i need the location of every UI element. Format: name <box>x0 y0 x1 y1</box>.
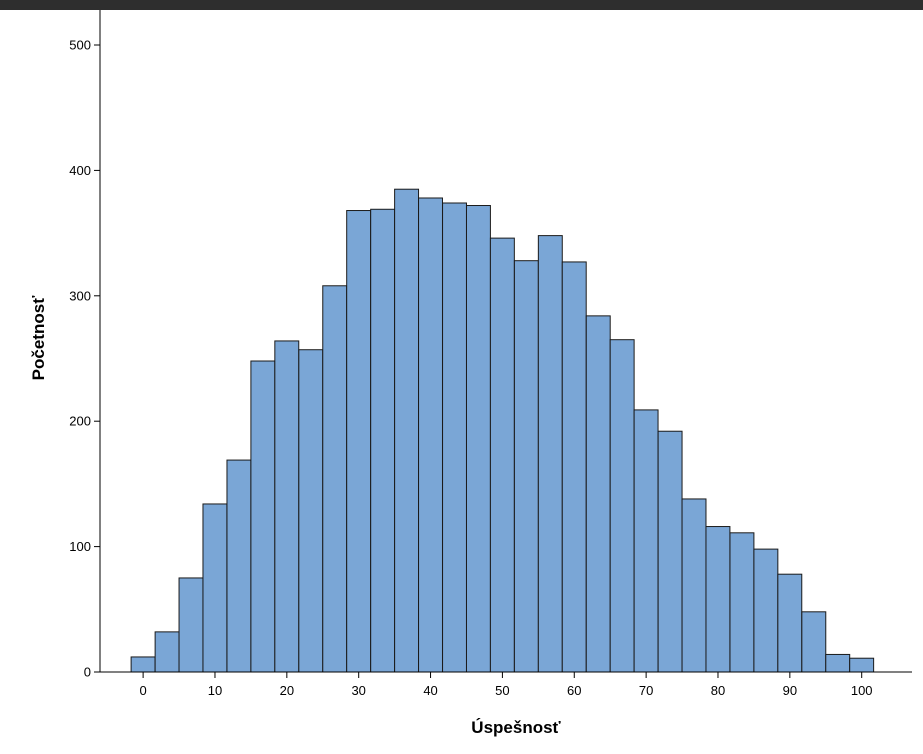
x-tick-label: 60 <box>567 683 581 698</box>
histogram-bar <box>250 360 276 673</box>
histogram-bar <box>609 339 635 673</box>
x-tick-label: 100 <box>851 683 873 698</box>
histogram-bar <box>465 205 491 673</box>
y-axis-title: Početnosť <box>29 295 48 381</box>
x-tick-label: 30 <box>351 683 365 698</box>
histogram-bar <box>705 526 731 673</box>
histogram-bar <box>298 349 324 673</box>
histogram-bar <box>274 340 300 673</box>
x-tick-label: 20 <box>280 683 294 698</box>
histogram-bar <box>442 202 467 673</box>
y-tick-label: 200 <box>69 414 91 429</box>
x-tick-label: 70 <box>639 683 653 698</box>
histogram-bar <box>585 315 611 673</box>
histogram-bar <box>801 611 827 673</box>
histogram-bar <box>130 656 156 673</box>
histogram-bar <box>753 548 779 673</box>
y-tick-label: 300 <box>69 288 91 303</box>
histogram-bar <box>849 657 875 673</box>
histogram-bar <box>777 573 803 673</box>
histogram-bar <box>681 498 707 673</box>
y-tick-label: 100 <box>69 539 91 554</box>
histogram-bar <box>202 503 228 673</box>
histogram-bar <box>346 210 372 673</box>
histogram-bar <box>729 532 755 673</box>
axes-group <box>99 10 912 673</box>
x-tick-label: 40 <box>423 683 437 698</box>
bars-group <box>130 188 875 673</box>
histogram-bar <box>633 409 659 673</box>
histogram-bar <box>537 235 563 673</box>
y-tick-label: 0 <box>84 665 91 680</box>
x-tick-label: 50 <box>495 683 509 698</box>
histogram-bar <box>561 261 587 673</box>
histogram-chart: 0 100 200 300 400 500 0 10 20 30 40 50 60 70 80 90 100 Ú… <box>29 10 912 737</box>
x-tick-label: 10 <box>208 683 222 698</box>
histogram-bar <box>394 188 420 673</box>
x-tick-label: 90 <box>783 683 797 698</box>
y-tick-label: 400 <box>69 163 91 178</box>
histogram-bar <box>178 577 204 673</box>
histogram-bar <box>513 260 539 673</box>
x-tick-label: 0 <box>139 683 146 698</box>
histogram-bar <box>418 197 443 673</box>
chart-panel: 0 100 200 300 400 500 0 10 20 30 40 50 60 70 80 90 100 Ú… <box>0 10 923 754</box>
histogram-bar <box>322 285 348 673</box>
histogram-bar <box>825 653 851 673</box>
ticks-group: 0 100 200 300 400 500 0 10 20 30 40 50 60 70 80 90 100 <box>69 38 872 699</box>
histogram-bar <box>226 459 252 673</box>
histogram-bar <box>370 208 396 673</box>
histogram-bar <box>657 430 683 673</box>
x-axis-title: Úspešnosť <box>471 718 561 737</box>
histogram-bar <box>154 631 180 673</box>
histogram-bar <box>489 237 515 673</box>
x-tick-label: 80 <box>711 683 725 698</box>
y-tick-label: 500 <box>69 38 91 53</box>
